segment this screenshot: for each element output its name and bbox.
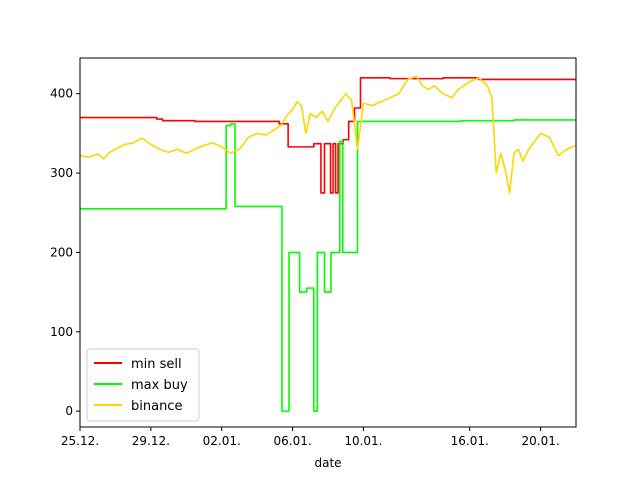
x-tick-label: 16.01.: [451, 434, 489, 448]
y-tick-label: 300: [50, 166, 73, 180]
series-line-min-sell: [80, 77, 576, 194]
legend-box: [86, 348, 200, 422]
legend: min sell max buy binance: [86, 348, 200, 422]
x-tick-label: 20.01.: [521, 434, 559, 448]
y-tick-label: 200: [50, 245, 73, 259]
legend-label: max buy: [131, 378, 188, 393]
x-tick-label: 06.01.: [273, 434, 311, 448]
y-tick-label: 100: [50, 325, 73, 339]
series-line-max-buy: [80, 119, 576, 412]
x-tick-label: 02.01.: [203, 434, 241, 448]
x-tick-label: 25.12.: [61, 434, 99, 448]
legend-label: binance: [131, 399, 182, 414]
x-axis-title: date: [314, 456, 341, 470]
axes-frame: [79, 57, 577, 428]
legend-label: min sell: [131, 357, 182, 372]
y-tick-label: 400: [50, 87, 73, 101]
series-line-binance: [80, 75, 576, 194]
plot-area: 0 100 200 300 400 25.12. 29.12. 02.01. 06.01. 10.…: [50, 57, 577, 470]
x-tick-label: 29.12.: [132, 434, 170, 448]
y-tick-label: 0: [65, 404, 73, 418]
x-tick-label: 10.01.: [344, 434, 382, 448]
